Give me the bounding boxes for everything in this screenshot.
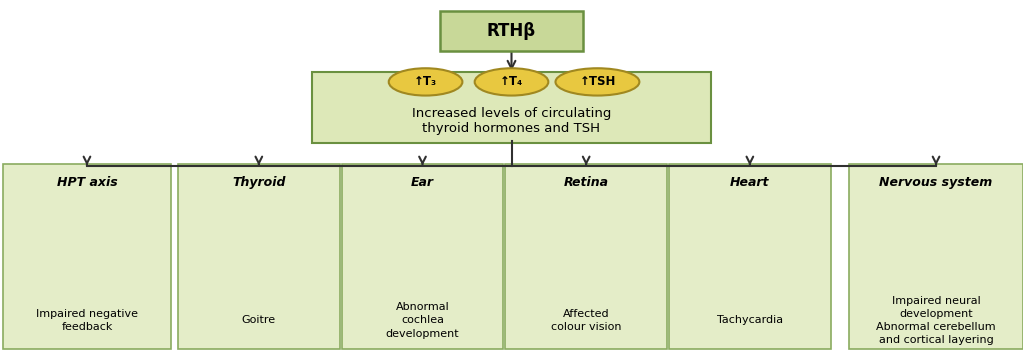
Text: Goitre: Goitre — [241, 315, 276, 325]
Text: Thyroid: Thyroid — [232, 175, 285, 189]
Text: Impaired negative
feedback: Impaired negative feedback — [36, 309, 138, 332]
FancyBboxPatch shape — [342, 164, 503, 349]
FancyBboxPatch shape — [849, 164, 1023, 349]
Text: HPT axis: HPT axis — [56, 175, 118, 189]
FancyBboxPatch shape — [3, 164, 172, 349]
Text: ↑T₄: ↑T₄ — [500, 75, 523, 88]
Text: Heart: Heart — [730, 175, 769, 189]
Ellipse shape — [389, 68, 462, 95]
Text: Nervous system: Nervous system — [880, 175, 992, 189]
Text: Increased levels of circulating
thyroid hormones and TSH: Increased levels of circulating thyroid … — [412, 107, 611, 135]
Text: ↑T₃: ↑T₃ — [414, 75, 437, 88]
Text: Ear: Ear — [411, 175, 434, 189]
Ellipse shape — [555, 68, 639, 95]
Ellipse shape — [475, 68, 548, 95]
Text: ↑TSH: ↑TSH — [579, 75, 616, 88]
FancyBboxPatch shape — [440, 11, 583, 51]
FancyBboxPatch shape — [178, 164, 340, 349]
FancyBboxPatch shape — [312, 72, 711, 143]
Text: Impaired neural
development
Abnormal cerebellum
and cortical layering: Impaired neural development Abnormal cer… — [877, 296, 995, 345]
Text: Retina: Retina — [564, 175, 609, 189]
Text: Affected
colour vision: Affected colour vision — [551, 309, 621, 332]
Text: Abnormal
cochlea
development: Abnormal cochlea development — [386, 302, 459, 339]
FancyBboxPatch shape — [669, 164, 831, 349]
Text: RTHβ: RTHβ — [487, 22, 536, 40]
FancyBboxPatch shape — [505, 164, 667, 349]
Text: Tachycardia: Tachycardia — [717, 315, 783, 325]
